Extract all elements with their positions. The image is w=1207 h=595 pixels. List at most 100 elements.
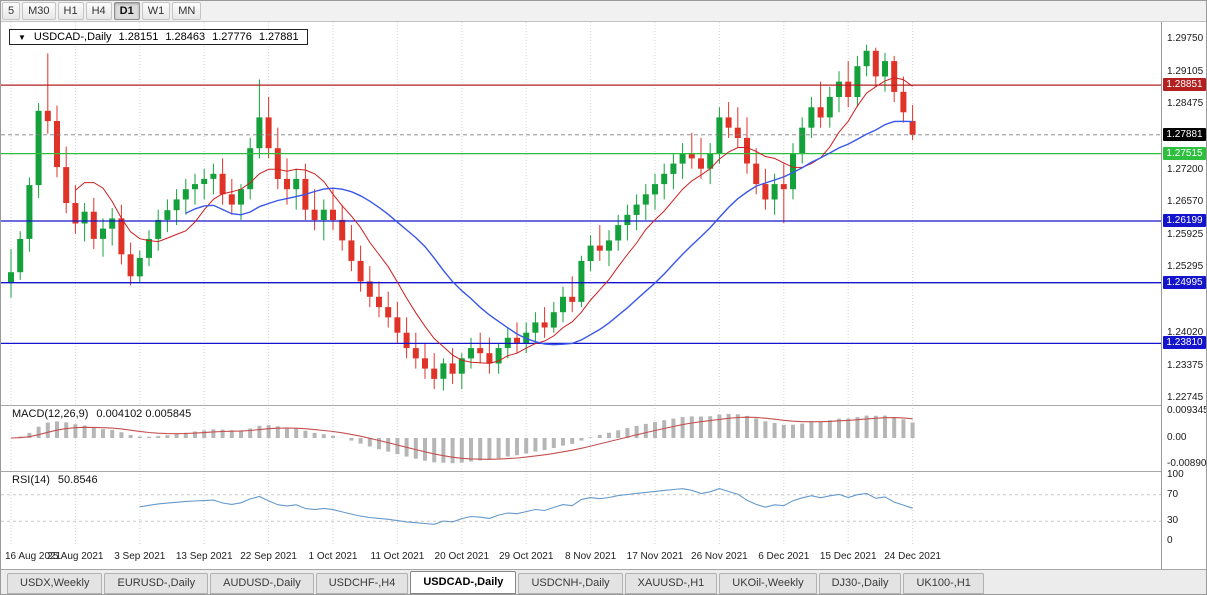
chart-tab-ukoil-weekly[interactable]: UKOil-,Weekly	[719, 573, 817, 594]
bearish-candle	[477, 348, 484, 354]
ma-slow-blue	[185, 120, 913, 346]
chart-tab-eurusd-daily[interactable]: EURUSD-,Daily	[104, 573, 209, 594]
bearish-candle	[900, 91, 907, 113]
date-axis-label: 11 Oct 2021	[370, 551, 425, 562]
ohlc-open-value: 1.28151	[118, 31, 159, 43]
bullish-candle	[550, 312, 557, 328]
bullish-candle	[661, 173, 668, 185]
macd-signal-line	[10, 416, 913, 460]
chart-tab-usdx-weekly[interactable]: USDX,Weekly	[7, 573, 103, 594]
rsi-pane[interactable]	[1, 471, 1161, 546]
bearish-candle	[330, 209, 336, 220]
bid-price-label: 1.27881	[1163, 127, 1206, 141]
price-level-label: 1.24995	[1163, 275, 1206, 289]
bearish-candle	[284, 178, 290, 190]
ohlc-low-value: 1.27776	[212, 31, 252, 43]
bearish-candle	[817, 107, 824, 118]
bearish-candle	[744, 137, 750, 164]
timeframe-button-mn[interactable]: MN	[172, 2, 202, 20]
date-axis-label: 25 Aug 2021	[47, 551, 104, 562]
bearish-candle	[228, 194, 235, 205]
bullish-candle	[606, 240, 612, 251]
bullish-candle	[854, 66, 861, 97]
price-pane[interactable]	[1, 22, 1161, 405]
bearish-candle	[569, 296, 576, 302]
macd-pane[interactable]	[1, 405, 1161, 471]
bearish-candle	[909, 121, 916, 135]
pane-separator[interactable]	[1, 471, 1206, 472]
collapse-triangle-icon[interactable]: ▼	[18, 32, 26, 42]
chart-tab-uk100-h1[interactable]: UK100-,H1	[903, 573, 984, 594]
chart-tab-usdcad-daily[interactable]: USDCAD-,Daily	[410, 571, 517, 594]
timeframe-button-d1[interactable]: D1	[113, 2, 140, 20]
bearish-candle	[403, 332, 410, 349]
bearish-candle	[394, 317, 401, 333]
pane-separator[interactable]	[1, 405, 1206, 406]
bullish-candle	[826, 96, 833, 118]
bullish-candle	[440, 363, 447, 379]
bullish-candle	[256, 117, 263, 149]
timeframe-button-5[interactable]: 5	[2, 2, 21, 20]
bearish-candle	[725, 117, 732, 128]
bullish-candle	[652, 184, 658, 195]
chart-tab-xauusd-h1[interactable]: XAUUSD-,H1	[624, 573, 718, 594]
chart-tab-dj30-daily[interactable]: DJ30-,Daily	[818, 573, 902, 594]
date-axis-label: 3 Sep 2021	[114, 551, 166, 562]
price-level-label: 1.28851	[1163, 78, 1206, 92]
bearish-candle	[90, 211, 97, 239]
price-axis-tick: 1.25925	[1167, 229, 1204, 241]
bullish-candle	[771, 184, 778, 200]
bullish-candle	[146, 238, 152, 258]
timeframe-button-m30[interactable]: M30	[22, 2, 56, 20]
bearish-candle	[219, 173, 226, 195]
bearish-candle	[311, 209, 318, 220]
bearish-candle	[357, 260, 364, 282]
timeframe-button-h1[interactable]: H1	[57, 2, 84, 20]
macd-values: 0.004102 0.005845	[96, 408, 192, 420]
bullish-candle	[173, 199, 180, 211]
price-level-label: 1.26199	[1163, 214, 1206, 227]
bullish-candle	[81, 211, 88, 224]
rsi-axis-tick: 0	[1167, 535, 1173, 546]
macd-indicator-label: MACD(12,26,9) 0.004102 0.005845	[9, 408, 195, 420]
macd-axis-tick: 0.009345	[1167, 404, 1207, 416]
timeframe-button-w1[interactable]: W1	[141, 2, 171, 20]
bearish-candle	[127, 254, 134, 277]
timeframe-button-h4[interactable]: H4	[85, 2, 112, 20]
date-axis-label: 8 Nov 2021	[565, 551, 617, 562]
chart-tab-usdcnh-daily[interactable]: USDCNH-,Daily	[518, 573, 623, 594]
bearish-candle	[265, 117, 272, 149]
bearish-candle	[514, 337, 520, 343]
rsi-indicator-label: RSI(14) 50.8546	[9, 474, 101, 486]
price-axis-column[interactable]: 1.29750 1.29105 1.28475 1.27200 1.26570 1.259…	[1162, 22, 1207, 569]
bullish-candle	[560, 296, 566, 313]
date-axis[interactable]: 16 Aug 2021 25 Aug 2021 3 Sep 2021 13 Sep 2…	[1, 546, 1161, 569]
bullish-candle	[495, 348, 502, 364]
ohlc-high-value: 1.28463	[165, 31, 206, 43]
bearish-candle	[422, 358, 428, 369]
macd-axis-tick: 0.00	[1167, 432, 1187, 443]
bullish-candle	[136, 257, 143, 277]
price-axis-tick: 1.25295	[1167, 261, 1204, 273]
bearish-candle	[63, 167, 70, 203]
chart-tab-usdchf-h4[interactable]: USDCHF-,H4	[315, 573, 409, 594]
rsi-value: 50.8546	[57, 474, 98, 486]
rsi-axis-tick: 30	[1167, 515, 1179, 527]
bullish-candle	[210, 173, 217, 179]
date-axis-label: 24 Dec 2021	[884, 551, 941, 562]
bullish-candle	[468, 348, 474, 359]
bearish-candle	[541, 322, 548, 328]
timeframe-toolbar: 5 M30 H1 H4 D1 W1 MN	[1, 1, 1206, 22]
price-level-label: 1.23810	[1163, 336, 1206, 350]
bullish-candle	[458, 358, 465, 374]
date-axis-label: 29 Oct 2021	[498, 551, 554, 562]
price-axis-divider	[1161, 22, 1162, 569]
chart-tab-audusd-daily[interactable]: AUDUSD-,Daily	[210, 573, 314, 594]
bullish-candle	[790, 153, 796, 190]
date-axis-label: 1 Oct 2021	[308, 551, 358, 562]
chart-region[interactable]: ▼ USDCAD-,Daily 1.28151 1.28463 1.27776 …	[1, 22, 1207, 569]
date-axis-label: 6 Dec 2021	[758, 551, 810, 562]
price-axis-tick: 1.26570	[1167, 196, 1204, 207]
bullish-candle	[642, 194, 649, 205]
bullish-candle	[17, 238, 24, 273]
